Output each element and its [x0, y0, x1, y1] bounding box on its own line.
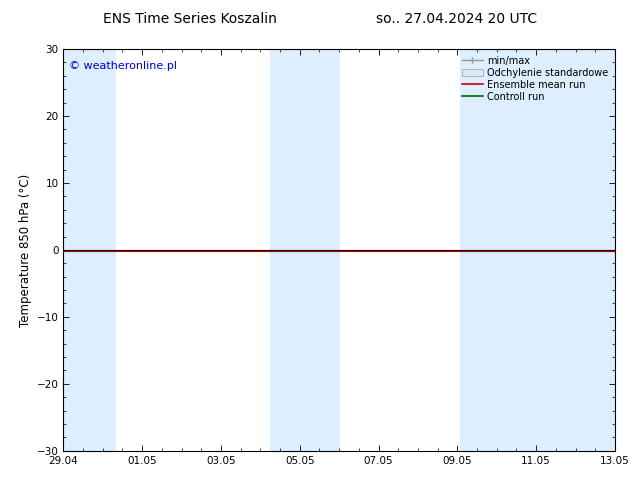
Legend: min/max, Odchylenie standardowe, Ensemble mean run, Controll run: min/max, Odchylenie standardowe, Ensembl…	[460, 54, 610, 103]
Bar	[63, 49, 115, 451]
Text: ENS Time Series Koszalin: ENS Time Series Koszalin	[103, 12, 277, 26]
Y-axis label: Temperature 850 hPa (°C): Temperature 850 hPa (°C)	[20, 173, 32, 326]
Bar	[460, 49, 615, 451]
Bar	[270, 49, 339, 451]
Text: © weatheronline.pl: © weatheronline.pl	[69, 61, 177, 71]
Text: so.. 27.04.2024 20 UTC: so.. 27.04.2024 20 UTC	[376, 12, 537, 26]
